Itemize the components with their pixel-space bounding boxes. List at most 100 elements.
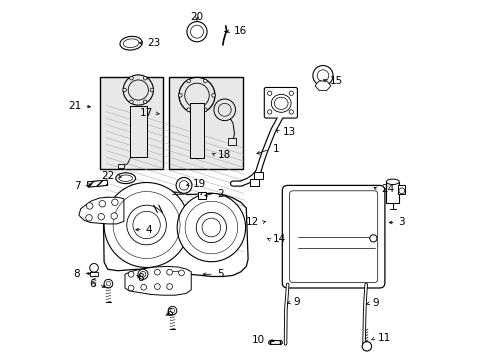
- Circle shape: [202, 218, 220, 237]
- Circle shape: [288, 110, 293, 114]
- Polygon shape: [104, 183, 189, 267]
- Circle shape: [170, 309, 174, 313]
- Text: 23: 23: [147, 38, 160, 48]
- Circle shape: [111, 199, 118, 206]
- Circle shape: [143, 76, 146, 80]
- Text: 7: 7: [74, 181, 80, 192]
- Text: 18: 18: [218, 150, 231, 160]
- Text: 20: 20: [190, 12, 203, 22]
- Text: 13: 13: [282, 127, 295, 138]
- Circle shape: [138, 269, 148, 279]
- Text: 11: 11: [377, 333, 390, 343]
- Text: 12: 12: [245, 217, 258, 228]
- Circle shape: [128, 285, 134, 291]
- FancyBboxPatch shape: [282, 185, 384, 288]
- Circle shape: [150, 88, 153, 92]
- Circle shape: [123, 75, 153, 105]
- Ellipse shape: [271, 94, 290, 112]
- Circle shape: [211, 94, 215, 97]
- Polygon shape: [79, 197, 123, 224]
- Text: 3: 3: [398, 217, 405, 228]
- Circle shape: [178, 94, 182, 97]
- Ellipse shape: [274, 97, 287, 109]
- Text: 6: 6: [166, 308, 173, 318]
- Circle shape: [128, 271, 134, 277]
- Circle shape: [267, 91, 271, 95]
- Bar: [130, 106, 146, 157]
- Circle shape: [362, 342, 371, 351]
- Polygon shape: [125, 266, 191, 295]
- Bar: [397, 185, 405, 194]
- Circle shape: [98, 213, 104, 220]
- Bar: [253, 172, 263, 179]
- Circle shape: [129, 100, 133, 104]
- Polygon shape: [87, 180, 107, 187]
- Circle shape: [203, 108, 206, 112]
- Text: 9: 9: [372, 298, 379, 308]
- Circle shape: [129, 76, 133, 80]
- Circle shape: [184, 83, 209, 108]
- Ellipse shape: [116, 173, 135, 184]
- Circle shape: [154, 284, 160, 289]
- Text: 1: 1: [272, 144, 279, 154]
- Bar: [118, 164, 123, 168]
- Ellipse shape: [119, 175, 132, 181]
- Circle shape: [122, 88, 126, 92]
- Text: 24: 24: [381, 184, 394, 194]
- Circle shape: [111, 213, 117, 219]
- Circle shape: [126, 205, 166, 245]
- Polygon shape: [103, 190, 247, 276]
- Circle shape: [143, 100, 146, 104]
- Text: 22: 22: [102, 171, 115, 181]
- Text: 8: 8: [74, 269, 80, 279]
- Bar: [101, 77, 163, 169]
- Bar: [168, 77, 242, 169]
- Text: 21: 21: [68, 101, 81, 111]
- Ellipse shape: [386, 179, 399, 184]
- Text: 9: 9: [293, 297, 300, 307]
- FancyBboxPatch shape: [289, 191, 377, 283]
- Circle shape: [179, 181, 188, 190]
- Circle shape: [104, 279, 113, 288]
- Text: 2: 2: [216, 189, 223, 199]
- Polygon shape: [314, 81, 330, 90]
- Circle shape: [369, 235, 376, 242]
- Circle shape: [398, 188, 404, 194]
- Ellipse shape: [123, 39, 139, 48]
- Circle shape: [317, 70, 328, 81]
- Circle shape: [288, 91, 293, 95]
- Text: 8: 8: [137, 273, 144, 283]
- Ellipse shape: [120, 36, 142, 50]
- Bar: [189, 103, 204, 158]
- Circle shape: [213, 99, 235, 121]
- Text: 5: 5: [216, 269, 223, 279]
- Text: 14: 14: [272, 234, 285, 244]
- Circle shape: [312, 66, 332, 86]
- Bar: [228, 138, 236, 145]
- Bar: [250, 179, 259, 186]
- Circle shape: [196, 212, 226, 243]
- Bar: [198, 192, 206, 199]
- Circle shape: [179, 77, 215, 113]
- Text: 19: 19: [192, 179, 205, 189]
- Circle shape: [190, 25, 203, 38]
- FancyBboxPatch shape: [264, 87, 297, 118]
- Circle shape: [203, 79, 206, 83]
- Text: 10: 10: [251, 335, 264, 345]
- Circle shape: [89, 264, 98, 272]
- Circle shape: [186, 79, 190, 83]
- Circle shape: [267, 110, 271, 114]
- Circle shape: [133, 211, 160, 239]
- Bar: [386, 182, 399, 203]
- Circle shape: [186, 108, 190, 112]
- Circle shape: [86, 203, 93, 209]
- Circle shape: [166, 269, 172, 275]
- Circle shape: [166, 284, 172, 289]
- Circle shape: [154, 269, 160, 275]
- Circle shape: [85, 215, 92, 221]
- Polygon shape: [177, 193, 245, 262]
- Circle shape: [141, 284, 146, 290]
- Text: 16: 16: [233, 26, 246, 36]
- Circle shape: [176, 177, 192, 193]
- Circle shape: [106, 282, 110, 286]
